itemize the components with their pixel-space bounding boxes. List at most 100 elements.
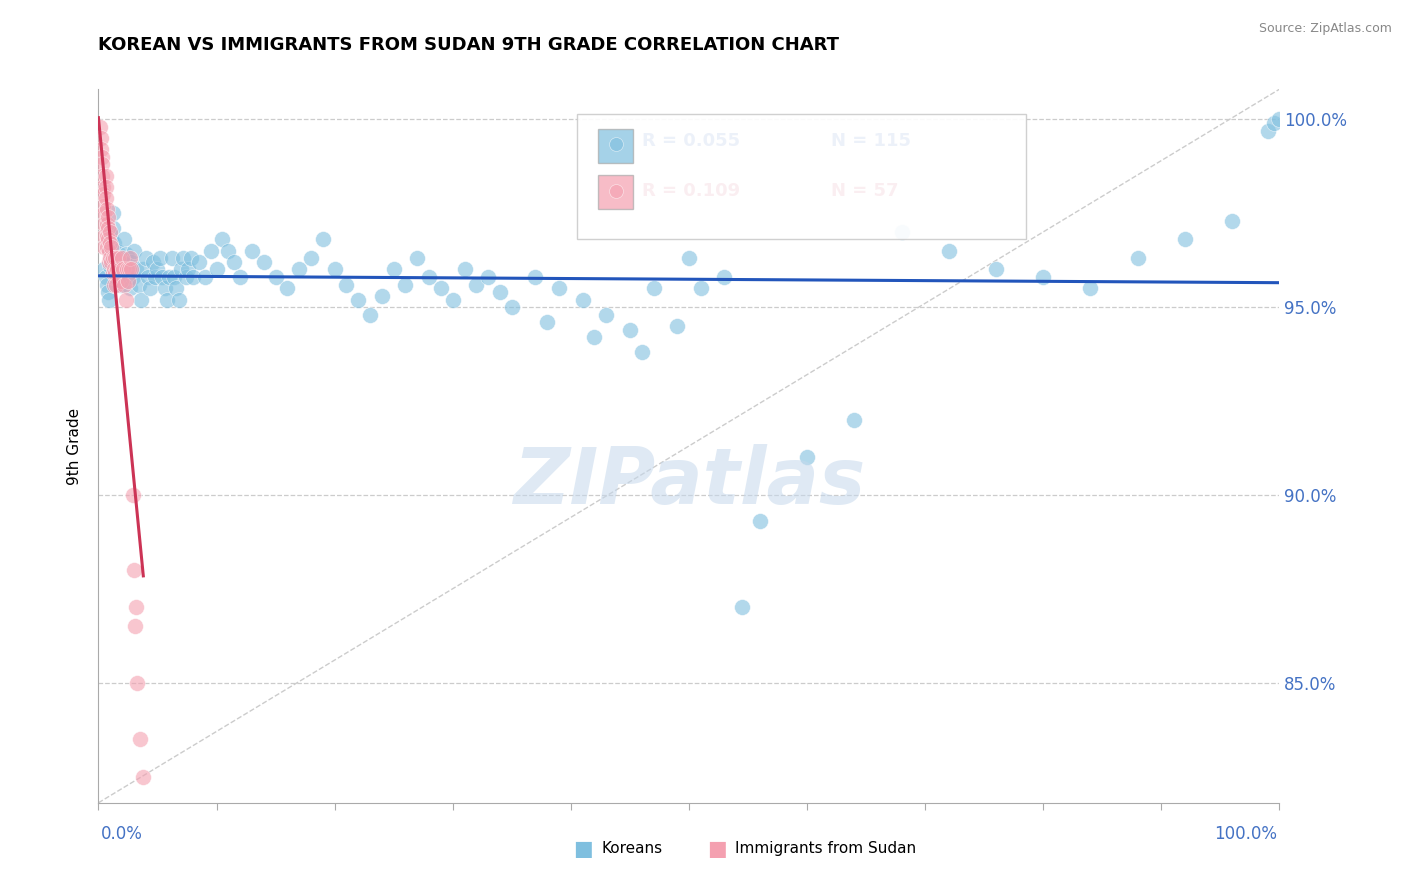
Point bbox=[112, 277, 135, 292]
Point bbox=[110, 274, 132, 288]
Point bbox=[93, 218, 115, 232]
Text: KOREAN VS IMMIGRANTS FROM SUDAN 9TH GRADE CORRELATION CHART: KOREAN VS IMMIGRANTS FROM SUDAN 9TH GRAD… bbox=[98, 36, 839, 54]
Point bbox=[122, 563, 145, 577]
Point bbox=[98, 244, 121, 258]
Point bbox=[180, 251, 202, 265]
Point bbox=[394, 277, 416, 292]
Point bbox=[1126, 251, 1149, 265]
Point bbox=[100, 240, 122, 254]
Point bbox=[93, 206, 115, 220]
Text: Immigrants from Sudan: Immigrants from Sudan bbox=[735, 841, 917, 856]
Point bbox=[121, 255, 143, 269]
Point bbox=[501, 300, 523, 314]
Point bbox=[111, 251, 134, 265]
Point bbox=[94, 191, 117, 205]
Point bbox=[114, 247, 136, 261]
Point bbox=[112, 262, 135, 277]
Point bbox=[100, 251, 122, 265]
Point bbox=[276, 281, 298, 295]
Point bbox=[124, 619, 146, 633]
Point bbox=[97, 285, 120, 299]
Point bbox=[571, 293, 593, 307]
Point bbox=[135, 251, 157, 265]
Point bbox=[103, 277, 125, 292]
Point bbox=[118, 270, 141, 285]
Point bbox=[108, 262, 131, 277]
Point bbox=[418, 270, 440, 285]
Point bbox=[984, 262, 1007, 277]
Point bbox=[382, 262, 405, 277]
Point bbox=[605, 646, 627, 660]
Text: N = 115: N = 115 bbox=[831, 132, 911, 150]
Point bbox=[121, 270, 143, 285]
Point bbox=[605, 401, 627, 416]
Point bbox=[98, 225, 121, 239]
Point bbox=[1220, 213, 1243, 227]
Point bbox=[666, 318, 689, 333]
Point bbox=[748, 514, 770, 528]
Point bbox=[890, 225, 912, 239]
Point bbox=[104, 251, 127, 265]
Point bbox=[91, 179, 114, 194]
Point bbox=[98, 236, 121, 251]
Point bbox=[163, 270, 186, 285]
Point bbox=[122, 244, 145, 258]
Text: Source: ZipAtlas.com: Source: ZipAtlas.com bbox=[1258, 22, 1392, 36]
Point bbox=[107, 255, 129, 269]
Point bbox=[98, 244, 121, 258]
Point bbox=[136, 270, 159, 285]
Point bbox=[200, 244, 222, 258]
Point bbox=[167, 293, 190, 307]
Point bbox=[143, 270, 166, 285]
Point bbox=[347, 293, 370, 307]
FancyBboxPatch shape bbox=[598, 129, 634, 163]
Point bbox=[359, 308, 381, 322]
Point bbox=[187, 255, 209, 269]
Point bbox=[229, 270, 252, 285]
Point bbox=[160, 251, 183, 265]
Point bbox=[128, 731, 150, 746]
Point bbox=[139, 281, 162, 295]
Point bbox=[96, 240, 118, 254]
Point bbox=[114, 293, 136, 307]
Point bbox=[177, 262, 200, 277]
Point bbox=[111, 251, 134, 265]
Point bbox=[125, 262, 148, 277]
Point bbox=[441, 293, 464, 307]
Point bbox=[105, 277, 128, 292]
Point bbox=[97, 210, 120, 224]
Point bbox=[96, 277, 118, 292]
Point bbox=[97, 232, 120, 246]
Point bbox=[142, 255, 165, 269]
Point bbox=[112, 232, 135, 246]
Point bbox=[98, 293, 121, 307]
Point bbox=[104, 266, 127, 280]
Point bbox=[288, 262, 311, 277]
Point bbox=[630, 345, 652, 359]
Point bbox=[91, 150, 114, 164]
Text: ■: ■ bbox=[574, 838, 593, 858]
Point bbox=[489, 285, 512, 299]
Point bbox=[132, 262, 155, 277]
Point bbox=[120, 251, 142, 265]
Point bbox=[205, 262, 228, 277]
Point bbox=[477, 270, 499, 285]
Point bbox=[149, 251, 172, 265]
Point bbox=[536, 315, 558, 329]
Point bbox=[115, 262, 138, 277]
Point bbox=[103, 251, 125, 265]
Point bbox=[1032, 270, 1054, 285]
Point bbox=[96, 202, 118, 217]
Point bbox=[125, 600, 148, 615]
Point bbox=[128, 277, 150, 292]
Point bbox=[118, 262, 141, 277]
Point bbox=[678, 251, 700, 265]
Point bbox=[170, 262, 193, 277]
Point bbox=[97, 221, 120, 235]
Point bbox=[132, 770, 155, 784]
Point bbox=[117, 274, 139, 288]
Point bbox=[583, 330, 606, 344]
Point bbox=[1257, 123, 1279, 137]
Point bbox=[105, 262, 128, 277]
Point bbox=[264, 270, 287, 285]
